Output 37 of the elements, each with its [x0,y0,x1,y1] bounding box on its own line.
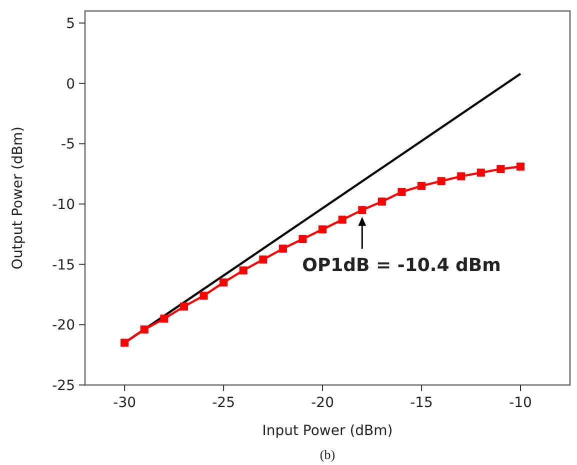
point [437,177,446,186]
point [516,162,525,171]
point [140,326,148,334]
point [378,198,386,206]
x-tick-label: -25 [212,395,236,411]
y-tick-label: -10 [52,197,75,214]
point [418,182,426,190]
x-axis-title: Input Power (dBm) [262,423,393,439]
point [120,338,129,347]
point [200,292,208,300]
text: (b) [320,447,336,462]
point [298,235,307,244]
point [318,225,327,234]
annotation: OP1dB = -10.4 dBm [302,254,501,276]
y-tick-label: -20 [52,318,75,334]
point [160,314,168,323]
y-tick-label: -5 [61,136,75,153]
point [220,278,228,286]
y-tick-label: -25 [52,378,75,394]
point [278,244,287,253]
point [239,266,248,274]
point [338,216,346,224]
point [398,188,406,196]
x-tick-label: -20 [311,395,334,411]
point [496,165,505,174]
y-axis-title: Output Power (dBm) [10,126,26,270]
point [259,256,268,264]
x-tick-label: -15 [410,395,433,411]
y-tick-label: 5 [66,16,75,32]
x-tick-label: -30 [113,395,136,411]
y-tick-label: 0 [66,76,75,92]
x-tick-label: -10 [509,395,532,411]
point [358,206,366,214]
point [457,172,466,180]
point [476,168,485,177]
y-tick-label: -15 [52,257,75,274]
point [180,302,188,311]
